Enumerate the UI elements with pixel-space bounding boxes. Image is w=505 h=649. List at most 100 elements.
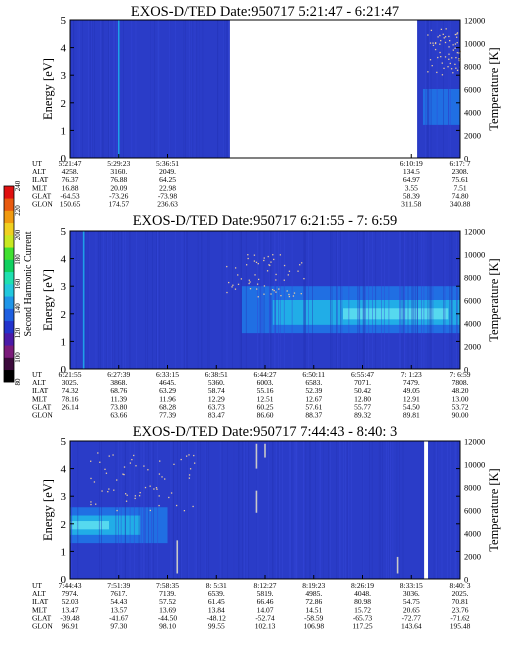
colorbar-tick-label: 200 [14, 229, 22, 240]
temperature-point [188, 474, 191, 476]
temperature-point [107, 491, 109, 493]
ephemeris-value: 2025. [452, 589, 469, 598]
ephemeris-value: 64.97 [403, 175, 420, 184]
ephemeris-value: -52.74 [255, 613, 275, 622]
ephemeris-value: 4985. [305, 589, 322, 598]
y-tick-label: 2 [61, 98, 67, 110]
y-tick-label: 3 [61, 70, 67, 82]
y-tick-label: 4 [61, 254, 67, 266]
temperature-point [270, 293, 272, 295]
temperature-point [108, 455, 110, 457]
temperature-point [267, 255, 269, 258]
temperature-point [90, 503, 92, 506]
ephemeris-label: GLON [32, 411, 53, 420]
ephemeris-value: 7: 6:59 [449, 370, 470, 379]
temperature-point [249, 281, 251, 283]
ephemeris-label: GLAT [32, 613, 52, 622]
temperature-point [431, 65, 433, 67]
temperature-point [175, 504, 178, 507]
temperature-point [134, 497, 136, 500]
ephemeris-value: 57.61 [305, 402, 322, 411]
ephemeris-value: 99.55 [208, 622, 225, 631]
temperature-point [116, 479, 118, 481]
y-tick-label: 0 [61, 364, 67, 376]
temperature-point [158, 495, 160, 497]
colorbar-segment [4, 357, 14, 371]
ephemeris-value: 74.80 [452, 191, 469, 200]
temperature-point [288, 270, 291, 272]
y-right-tick-label: 6000 [464, 506, 481, 516]
ephemeris-value: 12.80 [354, 394, 371, 403]
y-tick-label: 1 [61, 546, 67, 558]
temperature-point [104, 468, 106, 470]
ephemeris-label: ILAT [32, 386, 49, 395]
colorbar-segment [4, 320, 14, 334]
ephemeris-value: 7974. [62, 589, 79, 598]
colorbar-segment [4, 271, 14, 285]
temperature-point [301, 262, 303, 264]
temperature-point [452, 72, 454, 74]
ephemeris-label: ILAT [32, 597, 49, 606]
y-right-axis-label: Temperature [K] [487, 258, 501, 341]
temperature-point [255, 261, 258, 263]
ephemeris-label: GLON [32, 622, 53, 631]
colorbar-label: Second Harmonic Current [23, 231, 34, 336]
ephemeris-value: 13.57 [110, 605, 127, 614]
panel-title: EXOS-D/TED Date:950717 5:21:47 - 6:21:47 [131, 4, 399, 20]
ephemeris-value: 6:55:47 [351, 370, 374, 379]
temperature-point [155, 487, 158, 489]
y-tick-label: 1 [61, 336, 67, 348]
ephemeris-value: 13.69 [159, 605, 176, 614]
ephemeris-value: 6:44:27 [254, 370, 277, 379]
ephemeris-value: 8:40: 3 [449, 581, 470, 590]
ephemeris-value: 14.07 [257, 605, 274, 614]
y-right-tick-label: 0 [464, 365, 468, 375]
panel-2: EXOS-D/TED Date:950717 6:21:55 - 7: 6:59… [32, 213, 501, 420]
y-right-tick-label: 12000 [464, 437, 485, 447]
temperature-point [153, 488, 155, 490]
temperature-point [133, 454, 135, 457]
temperature-point [297, 270, 299, 272]
temperature-point [129, 462, 132, 464]
ephemeris-value: 8:33:15 [400, 581, 423, 590]
y-axis-label: Energy [eV] [41, 58, 55, 120]
ephemeris-value: 75.61 [452, 175, 469, 184]
temperature-point [275, 273, 277, 276]
ephemeris-value: 54.43 [110, 597, 127, 606]
ephemeris-value: 6583. [305, 378, 322, 387]
temperature-point [300, 293, 302, 295]
colorbar-segment [4, 247, 14, 260]
temperature-point [458, 59, 460, 62]
y-right-axis-label: Temperature [K] [487, 468, 501, 551]
ephemeris-value: -39.48 [60, 613, 80, 622]
ephemeris-value: 7.51 [453, 183, 466, 192]
ephemeris-value: 6:33:15 [156, 370, 179, 379]
colorbar-segment [4, 186, 14, 199]
temperature-point [441, 74, 444, 76]
temperature-point [275, 291, 277, 293]
colorbar-segment [4, 284, 14, 297]
temperature-point [456, 32, 459, 34]
temperature-point [194, 462, 196, 464]
temperature-point [448, 35, 450, 38]
ephemeris-value: 80.98 [354, 597, 371, 606]
y-right-tick-label: 12000 [464, 227, 485, 237]
ephemeris-value: 4645. [159, 378, 176, 387]
temperature-point [257, 262, 259, 265]
ephemeris-value: 5360. [208, 378, 225, 387]
temperature-point [170, 492, 173, 494]
ephemeris-value: 73.80 [110, 402, 127, 411]
ephemeris-value: 63.73 [208, 402, 225, 411]
temperature-point [256, 288, 258, 290]
temperature-point [158, 473, 161, 475]
temperature-point [231, 286, 233, 288]
y-right-tick-label: 2000 [464, 552, 481, 562]
ephemeris-value: 57.52 [159, 597, 176, 606]
y-tick-label: 5 [61, 226, 67, 238]
y-right-tick-label: 8000 [464, 62, 481, 72]
ephemeris-label: ALT [32, 167, 46, 176]
temperature-point [185, 455, 188, 457]
ephemeris-value: 13.00 [452, 394, 469, 403]
temperature-point [444, 41, 447, 44]
ephemeris-value: 8:26:19 [351, 581, 374, 590]
